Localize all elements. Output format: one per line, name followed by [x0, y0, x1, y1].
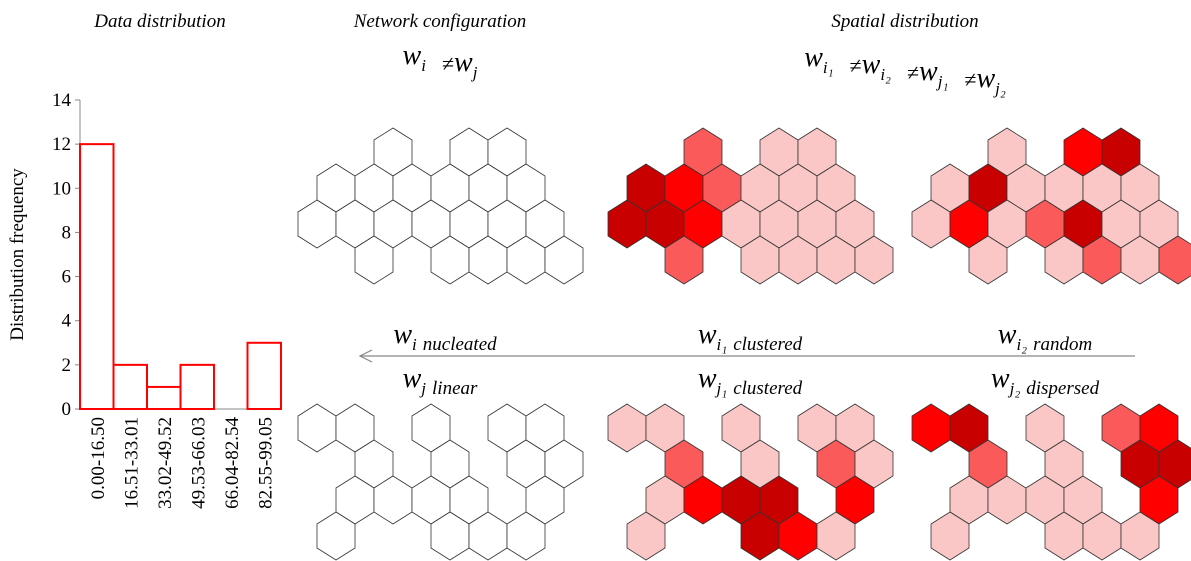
bar	[146, 385, 182, 410]
arrow-head	[358, 349, 373, 363]
operator: ≠	[907, 60, 919, 85]
subscript: i₁	[823, 58, 834, 77]
subscript: j₂	[993, 79, 1006, 98]
y-tick-label: 8	[62, 222, 72, 243]
hexagon	[816, 511, 856, 561]
label-text: random	[1033, 334, 1092, 355]
y-axis-label: Distribution frequency	[7, 168, 28, 341]
equation: wi₁ ≠wi₂ ≠wj₁ ≠wj₂	[804, 42, 1006, 98]
direction-label: wj₁ clustered	[698, 363, 803, 399]
direction-label: wi₂ random	[998, 319, 1092, 355]
hexagon	[607, 403, 647, 453]
direction-label: wi₁ clustered	[698, 319, 803, 355]
hexagon	[626, 511, 666, 561]
x-tick-label: 16.51-33.01	[121, 417, 142, 509]
variable: w	[976, 63, 995, 94]
subscript: j₁	[715, 379, 728, 398]
subscript: i	[421, 56, 426, 75]
direction-label: wi nucleated	[393, 319, 497, 355]
y-tick-label: 14	[52, 90, 72, 111]
hexagon	[911, 403, 951, 453]
hexagon	[1120, 511, 1160, 561]
y-tick-label: 12	[52, 134, 71, 155]
label-text: dispersed	[1026, 378, 1099, 399]
variable: w	[403, 363, 422, 394]
label-text: clustered	[733, 378, 802, 399]
y-tick-label: 0	[62, 399, 72, 420]
x-tick-label: 0.00-16.50	[88, 417, 109, 499]
operator: ≠	[850, 53, 862, 78]
x-tick-label: 82.55-99.05	[255, 417, 276, 509]
variable: w	[393, 319, 412, 350]
direction-label: wj₂ dispersed	[991, 363, 1100, 399]
hexagon	[930, 511, 970, 561]
hexagon	[506, 511, 546, 561]
hexagon	[1158, 235, 1191, 285]
bar	[246, 341, 282, 410]
header: Spatial distribution	[831, 11, 978, 32]
variable: w	[454, 47, 473, 78]
hexagon	[354, 235, 394, 285]
subscript: i₁	[717, 335, 728, 354]
hex-panels	[297, 127, 1191, 561]
subscript: j₁	[936, 72, 949, 91]
hexagon	[968, 235, 1008, 285]
hexagon	[316, 511, 356, 561]
variable: w	[698, 363, 717, 394]
hexagon	[664, 235, 704, 285]
operator: ≠	[442, 51, 454, 76]
y-tick-label: 2	[62, 355, 72, 376]
x-tick-label: 33.02-49.52	[155, 417, 176, 509]
label-text: nucleated	[423, 334, 497, 355]
equation: wi ≠wj	[403, 40, 478, 82]
variable: w	[403, 40, 422, 71]
label-text: clustered	[733, 334, 802, 355]
hexagon	[544, 235, 584, 285]
subscript: j	[471, 63, 478, 82]
variable: w	[919, 56, 938, 87]
chart-title: Data distribution	[93, 11, 225, 32]
hexagon	[854, 235, 894, 285]
variable: w	[804, 42, 823, 73]
variable: w	[862, 49, 881, 80]
variable: w	[998, 319, 1017, 350]
subscript: i₂	[1016, 335, 1027, 354]
direction-label: wj linear	[403, 363, 478, 399]
y-tick-label: 4	[62, 311, 72, 332]
subscript: i	[412, 335, 417, 354]
header: Network configuration	[353, 11, 527, 32]
variable: w	[991, 363, 1010, 394]
bar	[112, 363, 148, 411]
x-tick-label: 49.53-66.03	[188, 417, 209, 509]
subscript: i₂	[880, 65, 891, 84]
x-tick-label: 66.04-82.54	[222, 417, 243, 509]
bar	[79, 143, 115, 410]
variable: w	[698, 319, 717, 350]
y-tick-label: 10	[52, 178, 71, 199]
y-tick-label: 6	[62, 267, 72, 288]
hexagon	[297, 403, 337, 453]
bar	[179, 363, 215, 411]
operator: ≠	[964, 67, 976, 92]
label-text: linear	[432, 378, 478, 399]
subscript: j₂	[1008, 379, 1021, 398]
subscript: j	[419, 379, 426, 398]
